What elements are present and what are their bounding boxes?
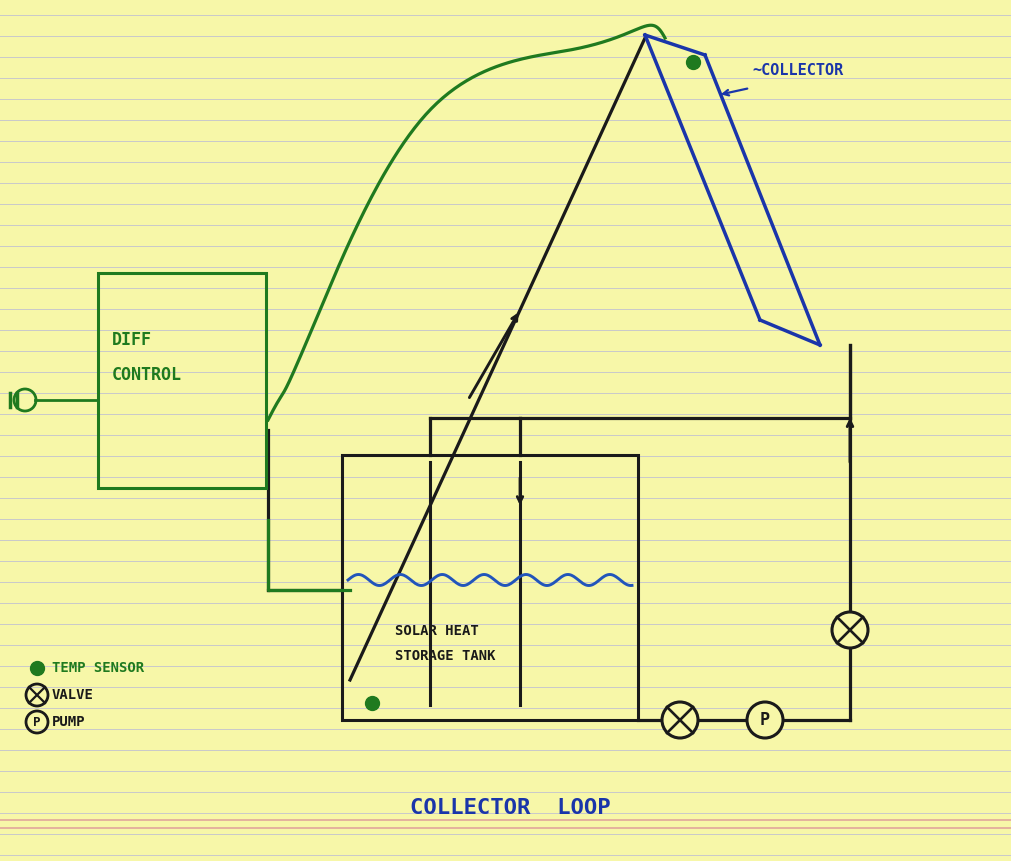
Bar <box>98 273 266 488</box>
Text: ~COLLECTOR: ~COLLECTOR <box>752 63 843 78</box>
Text: DIFF: DIFF <box>112 331 152 349</box>
Bar <box>342 455 638 720</box>
Text: P: P <box>33 715 40 728</box>
Text: TEMP SENSOR: TEMP SENSOR <box>52 661 145 675</box>
Text: P: P <box>760 711 770 729</box>
Circle shape <box>747 702 783 738</box>
Text: VALVE: VALVE <box>52 688 94 702</box>
Text: CONTROL: CONTROL <box>112 366 182 384</box>
Circle shape <box>662 702 698 738</box>
Text: STORAGE TANK: STORAGE TANK <box>395 649 495 663</box>
Circle shape <box>832 612 868 648</box>
Text: PUMP: PUMP <box>52 715 86 729</box>
Text: COLLECTOR  LOOP: COLLECTOR LOOP <box>409 798 611 818</box>
Text: SOLAR HEAT: SOLAR HEAT <box>395 624 479 638</box>
